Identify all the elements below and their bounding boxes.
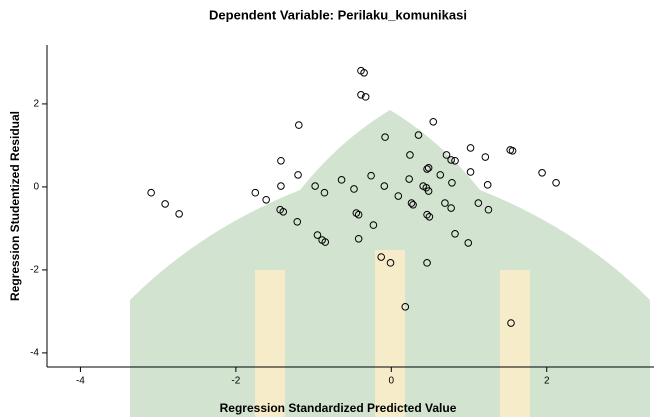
- chart: Dependent Variable: Perilaku_komunikasi …: [0, 0, 654, 417]
- x-tick-label: -2: [231, 376, 240, 387]
- point: [467, 169, 474, 176]
- watermark-shape: [255, 270, 285, 417]
- y-tick-label: 0: [33, 182, 39, 193]
- point: [278, 157, 285, 164]
- point: [482, 154, 489, 161]
- point: [295, 172, 302, 179]
- y-tick-label: -2: [30, 265, 39, 276]
- y-tick-label: -4: [30, 348, 39, 359]
- point: [539, 170, 546, 177]
- chart-title: Dependent Variable: Perilaku_komunikasi: [209, 7, 467, 22]
- point: [467, 145, 474, 152]
- watermark: [130, 110, 650, 417]
- watermark-shape: [375, 250, 405, 417]
- point: [263, 196, 270, 203]
- point: [296, 122, 303, 129]
- y-axis-label: Regression Studentized Residual: [8, 111, 22, 301]
- x-axis-label: Regression Standardized Predicted Value: [220, 401, 457, 415]
- point: [509, 148, 516, 155]
- watermark-shape: [500, 270, 530, 417]
- point: [162, 201, 169, 208]
- point: [553, 179, 560, 186]
- x-tick-label: 2: [544, 376, 550, 387]
- point: [484, 182, 491, 189]
- point: [278, 183, 285, 190]
- point: [430, 118, 437, 125]
- x-tick-label: 0: [389, 376, 395, 387]
- point: [252, 189, 259, 196]
- point: [176, 211, 183, 218]
- y-tick-label: 2: [33, 99, 39, 110]
- point: [148, 189, 155, 196]
- x-tick-label: -4: [76, 376, 85, 387]
